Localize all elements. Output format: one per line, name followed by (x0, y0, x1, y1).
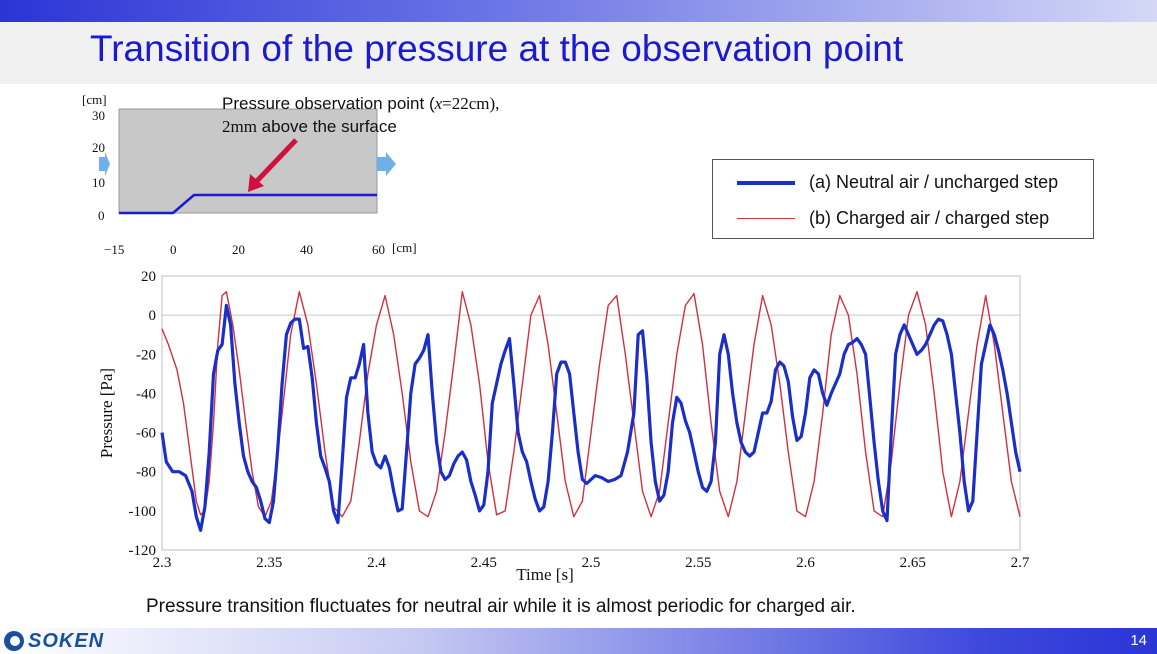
x-tick-label: 2.55 (685, 555, 711, 571)
y-tick-label: -80 (136, 465, 156, 481)
inset-annotation-line1: Pressure observation point (x=22cm), (222, 94, 499, 114)
x-tick-label: 2.7 (1011, 555, 1030, 571)
soken-logo: SOKEN (4, 629, 104, 653)
y-tick-label: -120 (129, 543, 157, 559)
logo-icon (4, 631, 24, 651)
y-tick-label: -60 (136, 426, 156, 442)
x-tick-label: 2.6 (796, 555, 815, 571)
series-line-neutral-air (160, 303, 1022, 532)
inset-y-tick: 0 (98, 208, 105, 223)
annotation-above-surface: above the surface (256, 117, 397, 136)
legend-swatch-neutral (737, 180, 795, 185)
inset-y-tick: 10 (92, 175, 105, 190)
slide-caption: Pressure transition fluctuates for neutr… (146, 596, 856, 617)
inset-flow-arrow-left (99, 152, 110, 176)
x-tick-label: 2.3 (153, 555, 172, 571)
logo-text: SOKEN (28, 629, 105, 652)
inset-x-tick: 60 (372, 242, 385, 257)
inset-x-tick: −15 (104, 242, 124, 257)
x-tick-label: 2.45 (471, 555, 497, 571)
inset-pointer-arrowhead (248, 174, 264, 192)
chart-legend: (a) Neutral air / uncharged step (b) Cha… (712, 159, 1094, 239)
y-tick-label: -100 (129, 504, 157, 520)
pressure-chart: 20 0 -20 -40 -60 -80 -100 -120 2.3 2.35 2.4 2.45 2.… (97, 269, 1030, 584)
annotation-text-a: Pressure observation point ( (222, 94, 435, 113)
inset-x-tick: 20 (232, 242, 245, 257)
slide-title: Transition of the pressure at the observ… (90, 28, 904, 69)
x-tick-label: 2.5 (582, 555, 601, 571)
plot-frame (161, 275, 1021, 551)
inset-diagram: [cm] 30 20 10 0 −15 0 20 40 60 [cm] (82, 92, 417, 257)
legend-label-neutral: (a) Neutral air / uncharged step (809, 172, 1059, 192)
y-tick-label: 20 (141, 269, 156, 285)
legend-item-neutral: (a) Neutral air / uncharged step (737, 172, 1058, 193)
inset-flow-arrow-right (377, 152, 396, 176)
legend-swatch-charged (737, 217, 795, 220)
y-axis-label: Pressure [Pa] (97, 368, 116, 458)
inset-y-tick: 20 (92, 140, 105, 155)
x-tick-label: 2.65 (900, 555, 926, 571)
top-accent-bar (0, 0, 1157, 22)
annotation-2mm: 2mm (222, 117, 257, 136)
y-tick-label: 0 (149, 308, 157, 324)
x-axis-label: Time [s] (516, 565, 573, 584)
inset-y-tick: 30 (92, 108, 105, 123)
y-tick-label: -40 (136, 386, 156, 402)
annotation-x-symbol: x (434, 94, 443, 113)
x-tick-label: 2.4 (367, 555, 386, 571)
inset-unit-top: [cm] (82, 92, 107, 107)
inset-annotation-line2: 2mm above the surface (222, 117, 397, 137)
title-band (0, 22, 1157, 84)
footer-bar (0, 628, 1157, 654)
x-tick-label: 2.35 (256, 555, 282, 571)
legend-label-charged: (b) Charged air / charged step (809, 208, 1050, 228)
inset-step-surface (119, 193, 377, 215)
inset-x-tick: 0 (170, 242, 177, 257)
legend-item-charged: (b) Charged air / charged step (737, 208, 1049, 229)
page-number: 14 (1130, 632, 1147, 649)
inset-pointer-arrow (254, 138, 298, 184)
inset-x-tick: 40 (300, 242, 313, 257)
y-tick-label: -20 (136, 347, 156, 363)
annotation-text-b: =22cm), (442, 94, 500, 113)
inset-unit-right: [cm] (392, 240, 417, 255)
